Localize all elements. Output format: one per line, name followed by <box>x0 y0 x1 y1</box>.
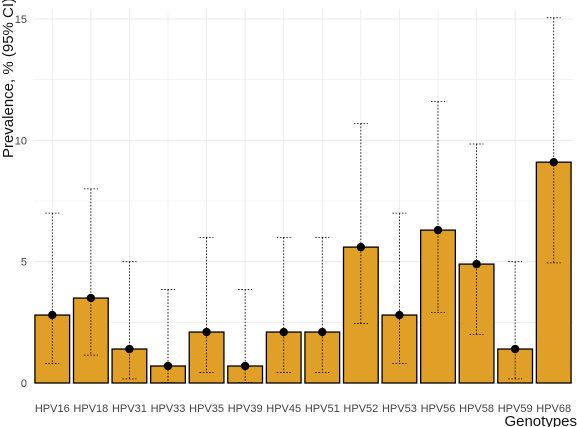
x-tick-label-hpv31: HPV31 <box>112 403 147 415</box>
point-hpv59 <box>510 344 520 354</box>
point-hpv18 <box>86 293 96 303</box>
point-hpv53 <box>395 310 404 320</box>
y-tick-label: 15 <box>15 14 27 26</box>
error-bar-hpv59 <box>508 261 523 380</box>
x-tick-label-hpv68: HPV68 <box>536 403 571 415</box>
point-hpv45 <box>279 327 288 337</box>
x-axis-title: Genotypes <box>504 413 577 427</box>
bar-hpv51 <box>304 331 341 384</box>
x-axis-ticks: HPV16 HPV18 HPV31 HPV33 HPV35 HPV39 HPV45 HPV51… <box>35 403 571 415</box>
y-tick-label: 10 <box>15 135 27 147</box>
x-tick-label-hpv33: HPV33 <box>151 403 186 415</box>
error-bar-hpv16 <box>45 212 60 364</box>
x-tick-label-hpv39: HPV39 <box>228 403 263 415</box>
x-tick-label-hpv45: HPV45 <box>266 403 301 415</box>
error-bar-hpv58 <box>469 143 484 335</box>
error-bar-hpv68 <box>546 17 561 264</box>
point-hpv52 <box>356 242 366 252</box>
y-tick-label: 0 <box>21 378 27 390</box>
point-hpv31 <box>125 344 134 354</box>
x-tick-label-hpv59: HPV59 <box>498 403 533 415</box>
bar-hpv68 <box>535 161 572 384</box>
bar-hpv52 <box>342 246 379 384</box>
y-axis-title: Prevalence, % (95% CI) <box>0 0 17 158</box>
x-tick-label-hpv56: HPV56 <box>421 403 456 415</box>
x-tick-label-hpv58: HPV58 <box>459 403 494 415</box>
point-hpv68 <box>549 157 558 167</box>
x-tick-label-hpv35: HPV35 <box>189 403 224 415</box>
bar-hpv45 <box>265 331 302 384</box>
point-hpv16 <box>48 310 57 320</box>
error-bar-hpv45 <box>276 236 291 373</box>
error-bar-hpv53 <box>392 212 407 364</box>
point-hpv39 <box>240 361 250 371</box>
error-bar-hpv51 <box>315 236 330 373</box>
error-bar-hpv35 <box>199 236 214 373</box>
bars <box>34 161 572 384</box>
bar-hpv35 <box>188 331 225 384</box>
x-tick-label-hpv16: HPV16 <box>35 403 70 415</box>
error-bar-hpv18 <box>83 188 98 356</box>
point-hpv58 <box>472 259 481 269</box>
x-tick-label-hpv18: HPV18 <box>73 403 108 415</box>
points <box>48 157 558 371</box>
error-bar-hpv56 <box>431 101 445 314</box>
x-tick-label-hpv51: HPV51 <box>305 403 340 415</box>
point-hpv56 <box>433 225 443 235</box>
point-hpv33 <box>163 361 173 371</box>
y-tick-label: 5 <box>21 257 27 269</box>
error-bar-hpv31 <box>122 261 137 380</box>
error-bar-hpv52 <box>353 122 368 324</box>
x-tick-label-hpv53: HPV53 <box>382 403 417 415</box>
point-hpv51 <box>318 327 327 337</box>
y-axis-ticks: 0 5 10 15 <box>15 14 27 390</box>
point-hpv35 <box>202 327 211 337</box>
x-tick-label-hpv52: HPV52 <box>343 403 378 415</box>
